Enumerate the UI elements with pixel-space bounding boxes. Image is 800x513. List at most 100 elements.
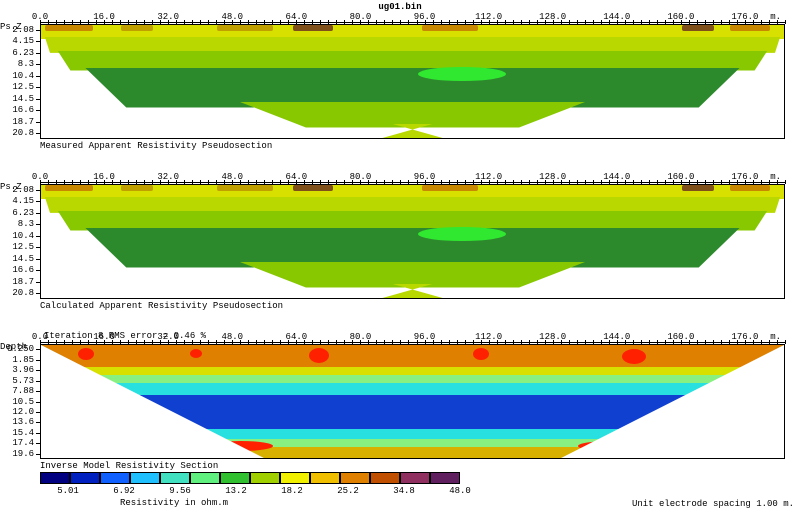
y-tick: 13.6 <box>12 417 34 427</box>
legend-swatch <box>370 472 400 484</box>
legend-swatch <box>250 472 280 484</box>
page-title: ug01.bin <box>0 2 800 12</box>
x-tick: 48.0 <box>221 172 243 182</box>
legend-value: 6.92 <box>110 486 138 496</box>
x-unit: m. <box>770 12 781 22</box>
plot-inverse <box>40 344 785 459</box>
x-tick: 80.0 <box>350 12 372 22</box>
x-tick: 176.0 <box>731 12 758 22</box>
legend-swatch <box>430 472 460 484</box>
x-tick: 16.0 <box>93 172 115 182</box>
y-tick: 3.96 <box>12 365 34 375</box>
panel-extra: Iteration 8 RMS error = 0.46 % <box>44 331 206 341</box>
y-tick: 1.85 <box>12 355 34 365</box>
legend-value: 5.01 <box>54 486 82 496</box>
x-tick: 176.0 <box>731 172 758 182</box>
x-tick: 64.0 <box>286 12 308 22</box>
y-tick: 4.15 <box>12 196 34 206</box>
y-tick: 12.5 <box>12 242 34 252</box>
x-tick: 0.0 <box>32 12 48 22</box>
x-tick: 112.0 <box>475 172 502 182</box>
y-tick: 12.5 <box>12 82 34 92</box>
y-tick: 18.7 <box>12 117 34 127</box>
x-tick: 128.0 <box>539 12 566 22</box>
legend-swatch <box>40 472 70 484</box>
x-tick: 64.0 <box>286 332 308 342</box>
x-unit: m. <box>770 332 781 342</box>
x-tick: 128.0 <box>539 332 566 342</box>
color-scale: 5.016.929.5613.218.225.234.848.0 <box>40 472 502 496</box>
legend-value: 25.2 <box>334 486 362 496</box>
x-tick: 80.0 <box>350 172 372 182</box>
panel-calculated: 0.016.032.048.064.080.096.0112.0128.0144… <box>0 172 800 317</box>
y-tick: 15.4 <box>12 428 34 438</box>
y-tick: 4.15 <box>12 36 34 46</box>
x-tick: 96.0 <box>414 12 436 22</box>
x-tick: 144.0 <box>603 12 630 22</box>
panel-measured: 0.0 16.0 32.0 48.0 64.0 80.0 96.0 112.0 128.0 144… <box>0 12 800 157</box>
y-tick: 20.8 <box>12 128 34 138</box>
y-tick: 0.250 <box>7 344 34 354</box>
y-tick: 17.4 <box>12 438 34 448</box>
y-tick: 10.4 <box>12 231 34 241</box>
x-tick: 32.0 <box>157 172 179 182</box>
y-tick: 14.5 <box>12 94 34 104</box>
y-tick: 2.08 <box>12 25 34 35</box>
x-tick: 64.0 <box>286 172 308 182</box>
y-tick: 8.3 <box>18 59 34 69</box>
x-tick: 96.0 <box>414 332 436 342</box>
legend-swatch <box>160 472 190 484</box>
x-tick: 48.0 <box>221 12 243 22</box>
y-tick: 6.23 <box>12 48 34 58</box>
legend-value: 13.2 <box>222 486 250 496</box>
x-tick: 80.0 <box>350 332 372 342</box>
x-tick: 112.0 <box>475 332 502 342</box>
x-tick: 112.0 <box>475 12 502 22</box>
x-tick: 176.0 <box>731 332 758 342</box>
legend-value: 18.2 <box>278 486 306 496</box>
y-tick: 8.3 <box>18 219 34 229</box>
footer-spacing: Unit electrode spacing 1.00 m. <box>632 499 794 509</box>
legend-value: 34.8 <box>390 486 418 496</box>
legend-swatch <box>340 472 370 484</box>
legend-swatch <box>310 472 340 484</box>
y-tick: 10.4 <box>12 71 34 81</box>
x-tick: 16.0 <box>93 12 115 22</box>
x-axis: 0.016.032.048.064.080.096.0112.0128.0144… <box>40 172 785 184</box>
y-tick: 14.5 <box>12 254 34 264</box>
y-tick: 16.6 <box>12 265 34 275</box>
plot-measured <box>40 24 785 139</box>
x-axis: 0.016.032.048.064.080.096.0112.0128.0144… <box>40 12 785 24</box>
legend-value: 9.56 <box>166 486 194 496</box>
legend-swatch <box>220 472 250 484</box>
x-tick: 144.0 <box>603 332 630 342</box>
x-tick: 0.0 <box>32 172 48 182</box>
y-tick: 18.7 <box>12 277 34 287</box>
y-tick: 20.8 <box>12 288 34 298</box>
y-tick: 2.08 <box>12 185 34 195</box>
legend-swatch <box>100 472 130 484</box>
x-tick: 160.0 <box>667 172 694 182</box>
x-tick: 128.0 <box>539 172 566 182</box>
x-tick: 160.0 <box>667 12 694 22</box>
x-tick: 160.0 <box>667 332 694 342</box>
y-tick: 7.88 <box>12 386 34 396</box>
legend-swatch <box>400 472 430 484</box>
panel-caption: Inverse Model Resistivity Section <box>40 461 218 471</box>
legend-swatch <box>190 472 220 484</box>
panel-caption: Measured Apparent Resistivity Pseudosect… <box>40 141 272 151</box>
legend-swatch <box>70 472 100 484</box>
y-tick: 12.0 <box>12 407 34 417</box>
x-tick: 144.0 <box>603 172 630 182</box>
x-unit: m. <box>770 172 781 182</box>
y-tick: 16.6 <box>12 105 34 115</box>
legend-swatch <box>130 472 160 484</box>
y-tick: 19.6 <box>12 449 34 459</box>
legend-swatch <box>280 472 310 484</box>
y-tick: 10.5 <box>12 397 34 407</box>
x-tick: 32.0 <box>157 12 179 22</box>
y-tick: 5.73 <box>12 376 34 386</box>
y-tick: 6.23 <box>12 208 34 218</box>
panel-inverse: 0.016.032.048.064.080.096.0112.0128.0144… <box>0 332 800 477</box>
colorbar-label: Resistivity in ohm.m <box>120 498 228 508</box>
